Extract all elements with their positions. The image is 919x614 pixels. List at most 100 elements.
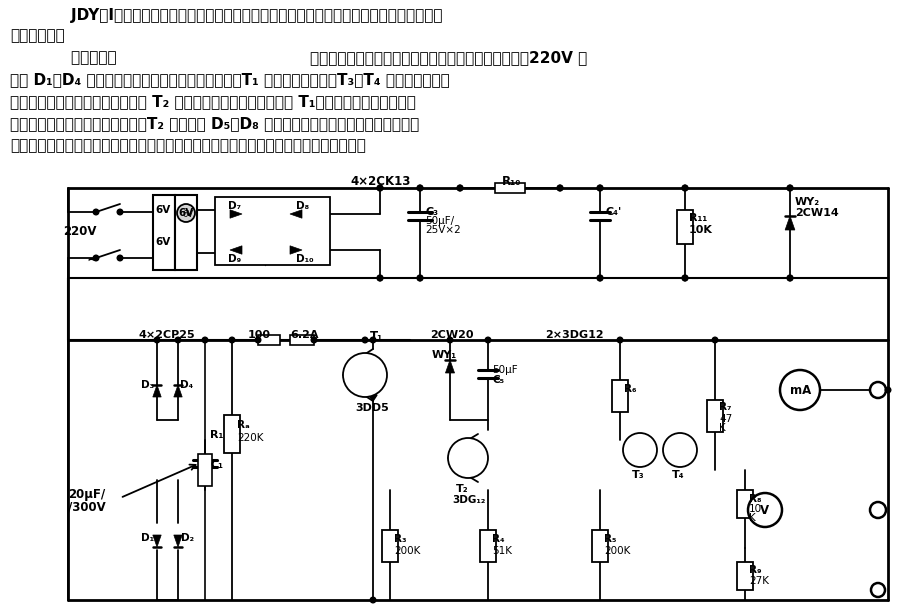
Circle shape	[457, 185, 463, 191]
Polygon shape	[174, 385, 182, 397]
Circle shape	[788, 275, 793, 281]
Text: D₉: D₉	[228, 254, 242, 264]
Circle shape	[154, 337, 160, 343]
Text: T₁: T₁	[370, 330, 383, 343]
Circle shape	[118, 209, 123, 215]
Circle shape	[597, 185, 603, 191]
Circle shape	[377, 275, 383, 281]
Circle shape	[485, 337, 491, 343]
Text: D₁₀: D₁₀	[296, 254, 313, 264]
Circle shape	[682, 275, 687, 281]
Circle shape	[788, 185, 793, 191]
Text: 6.2A: 6.2A	[290, 330, 319, 340]
Circle shape	[748, 493, 782, 527]
Bar	[495, 183, 525, 193]
Circle shape	[417, 275, 423, 281]
Text: R₉: R₉	[749, 565, 762, 575]
Text: R₁: R₁	[210, 430, 223, 440]
Text: 实质上是一个采用了辅助电源的串联型稳压直流电源。220V 市: 实质上是一个采用了辅助电源的串联型稳压直流电源。220V 市	[310, 50, 587, 65]
Text: R₃: R₃	[394, 534, 406, 544]
Text: 3DG₁₂: 3DG₁₂	[452, 495, 485, 505]
Text: T₄: T₄	[672, 470, 685, 480]
Text: 2CW14: 2CW14	[795, 208, 839, 218]
Text: 27K: 27K	[749, 576, 769, 586]
Circle shape	[788, 185, 793, 191]
Text: T₃: T₃	[632, 470, 644, 480]
Text: R₅: R₅	[604, 534, 617, 544]
Text: 220V: 220V	[63, 225, 96, 238]
Text: D₃: D₃	[141, 380, 154, 390]
Text: D₇: D₇	[228, 201, 241, 211]
Text: D₄: D₄	[180, 380, 193, 390]
Polygon shape	[290, 246, 302, 254]
Circle shape	[618, 337, 623, 343]
Text: 50μF/: 50μF/	[425, 216, 454, 226]
Text: 6V: 6V	[182, 210, 193, 219]
Text: 10K: 10K	[689, 225, 713, 235]
Text: 仪器面板上装有电压表指示输出电压，电流表指示电泳仪电流数值，并可用电位器调节。: 仪器面板上装有电压表指示输出电压，电流表指示电泳仪电流数值，并可用电位器调节。	[10, 138, 366, 153]
Text: 47: 47	[719, 414, 732, 424]
Bar	[224, 415, 240, 453]
Circle shape	[663, 433, 697, 467]
Bar	[737, 490, 753, 518]
Text: WY₁: WY₁	[432, 350, 457, 360]
Circle shape	[343, 353, 387, 397]
Text: ~: ~	[86, 253, 98, 268]
Text: R₄: R₄	[492, 534, 505, 544]
Text: C₅: C₅	[492, 375, 505, 385]
Text: 25V×2: 25V×2	[425, 225, 460, 235]
Bar	[198, 454, 212, 486]
Polygon shape	[230, 246, 242, 254]
Circle shape	[780, 370, 820, 410]
Text: 2CW20: 2CW20	[430, 330, 473, 340]
Circle shape	[870, 382, 886, 398]
Bar	[707, 400, 723, 432]
Circle shape	[870, 502, 886, 518]
Circle shape	[448, 337, 453, 343]
Circle shape	[597, 275, 603, 281]
Bar	[382, 530, 398, 562]
Text: R₁₀: R₁₀	[502, 175, 521, 188]
Text: 100: 100	[248, 330, 271, 340]
Text: D₂: D₂	[181, 533, 194, 543]
Text: 10: 10	[749, 504, 762, 514]
Text: C₁: C₁	[210, 460, 223, 470]
Circle shape	[682, 275, 687, 281]
Text: 220K: 220K	[237, 433, 264, 443]
Circle shape	[597, 185, 603, 191]
Text: 实验室使用。: 实验室使用。	[10, 28, 64, 43]
Circle shape	[118, 255, 123, 261]
Text: 4×2CK13: 4×2CK13	[350, 175, 411, 188]
Text: WY₂: WY₂	[795, 197, 820, 207]
Circle shape	[93, 255, 99, 261]
Text: Rₐ: Rₐ	[237, 420, 250, 430]
Circle shape	[93, 209, 99, 215]
Polygon shape	[174, 535, 182, 547]
Text: 200K: 200K	[604, 546, 630, 556]
Bar	[153, 195, 175, 270]
Circle shape	[312, 337, 317, 343]
Polygon shape	[153, 385, 161, 397]
Bar	[290, 335, 314, 345]
Text: R₁₁: R₁₁	[689, 213, 708, 223]
Text: C₄': C₄'	[605, 207, 621, 217]
Circle shape	[557, 185, 562, 191]
Circle shape	[255, 337, 261, 343]
Circle shape	[377, 185, 383, 191]
Polygon shape	[367, 393, 377, 401]
Circle shape	[885, 387, 891, 393]
Circle shape	[417, 275, 423, 281]
Polygon shape	[290, 210, 302, 218]
Text: 50μF: 50μF	[492, 365, 517, 375]
Text: 6V: 6V	[178, 208, 193, 218]
Text: T₂: T₂	[456, 484, 469, 494]
Circle shape	[202, 337, 208, 343]
Bar	[215, 197, 330, 265]
Text: 电经 D₁～D₄ 桥式整流后，加在稳压源电路输入端。T₁ 是主电路调整管，T₃、T₄ 构成差分或取样: 电经 D₁～D₄ 桥式整流后，加在稳压源电路输入端。T₁ 是主电路调整管，T₃、…	[10, 72, 449, 87]
Polygon shape	[153, 535, 161, 547]
Circle shape	[370, 597, 376, 603]
Text: K: K	[719, 423, 726, 433]
Circle shape	[597, 275, 603, 281]
Text: R₆: R₆	[624, 384, 637, 394]
Circle shape	[788, 275, 793, 281]
